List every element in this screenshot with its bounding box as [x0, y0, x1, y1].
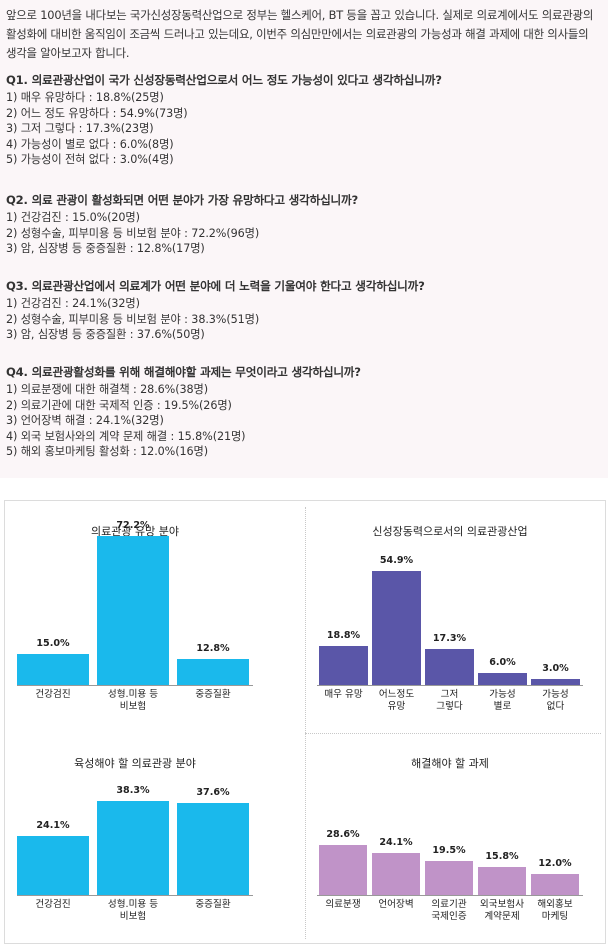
answer-item: 2) 성형수술, 피부미용 등 비보험 분야 : 38.3%(51명)	[6, 312, 260, 326]
answer-item: 5) 가능성이 전혀 없다 : 3.0%(4명)	[6, 153, 174, 167]
chart-bar	[478, 867, 526, 895]
bar-value-label: 15.0%	[36, 637, 70, 649]
chart-bar	[319, 844, 367, 895]
answer-item: 1) 의료분쟁에 대한 해결책 : 28.6%(38명)	[6, 383, 208, 396]
bar-category-label: 의료기관 국제인증	[431, 899, 467, 922]
bar-category-label: 건강검진	[35, 689, 71, 700]
bar-category-label: 언어장벽	[378, 899, 414, 910]
bar-category-label: 건강검진	[35, 899, 71, 910]
chart-medical-tourism-promising-fields: 의료관광 유망 분야 15.0% 건강검진 72.2% 성형.미용 등 비보험 12.8%…	[17, 513, 253, 727]
survey-text-section: 앞으로 100년을 내다보는 국가신성장동력산업으로 정부는 헬스케어, BT …	[6, 8, 602, 460]
answer-item: 3) 암, 심장병 등 중증질환 : 12.8%(17명)	[6, 242, 205, 256]
chart-fields-to-nurture: 육성해야 할 의료관광 분야 24.1% 건강검진 38.3% 성형.미용 등 비보험 3…	[17, 751, 253, 937]
question-block-1: Q1. 의료관광산업이 국가 신성장동력산업으로서 어느 정도 가능성이 있다고…	[6, 70, 602, 168]
bar-value-label: 12.8%	[196, 642, 230, 654]
chart-bar	[97, 535, 169, 685]
vertical-divider	[305, 507, 306, 939]
bar-category-label: 의료분쟁	[325, 899, 361, 910]
question-title: Q1. 의료관광산업이 국가 신성장동력산업으로서 어느 정도 가능성이 있다고…	[6, 73, 442, 87]
chart-bar	[372, 571, 421, 685]
question-block-3: Q3. 의료관광산업에서 의료계가 어떤 분야에 더 노력을 기울여야 한다고 …	[6, 276, 602, 343]
chart-new-growth-engine: 신성장동력으로서의 의료관광산업 18.8% 매우 유망 54.9% 어느정도 유망 17…	[317, 513, 583, 727]
question-block-4: Q4. 의료관광활성화를 위해 해결해야할 과제는 무엇이라고 생각하십니까? …	[6, 362, 602, 460]
chart-title: 육성해야 할 의료관광 분야	[74, 757, 196, 770]
answer-item: 4) 외국 보험사와의 계약 문제 해결 : 15.8%(21명)	[6, 429, 246, 443]
bar-category-label: 중증질환	[195, 689, 231, 700]
bar-value-label: 15.8%	[485, 851, 519, 863]
bar-value-label: 19.5%	[432, 844, 466, 856]
answer-item: 3) 그저 그렇다 : 17.3%(23명)	[6, 122, 154, 136]
bar-value-label: 6.0%	[489, 656, 516, 668]
horizontal-divider	[305, 733, 601, 734]
chart-bar	[17, 653, 89, 685]
question-block-2: Q2. 의료 관광이 활성화되면 어떤 분야가 가장 유망하다고 생각하십니까?…	[6, 190, 602, 257]
bar-category-label: 성형.미용 등 비보험	[107, 689, 159, 712]
bar-category-label: 매우 유망	[324, 689, 363, 700]
chart-bar	[319, 646, 368, 685]
bar-value-label: 28.6%	[326, 828, 360, 840]
answer-item: 5) 해외 홍보마케팅 활성화 : 12.0%(16명)	[6, 445, 208, 459]
chart-baseline	[17, 685, 253, 686]
chart-tasks-to-solve: 해결해야 할 과제 28.6% 의료분쟁 24.1% 언어장벽 19.5% 의료기관 국제인…	[317, 751, 583, 937]
bar-category-label: 그저 그렇다	[436, 689, 463, 712]
question-title: Q4. 의료관광활성화를 위해 해결해야할 과제는 무엇이라고 생각하십니까?	[6, 365, 361, 379]
chart-baseline	[317, 685, 583, 686]
bar-value-label: 37.6%	[196, 786, 230, 798]
chart-bar	[177, 658, 249, 685]
answer-item: 2) 어느 정도 유망하다 : 54.9%(73명)	[6, 106, 188, 120]
bar-category-label: 성형.미용 등 비보험	[107, 899, 159, 922]
chart-bar	[531, 874, 579, 895]
chart-bar	[97, 801, 169, 895]
chart-bar	[425, 860, 473, 895]
answer-item: 1) 건강검진 : 15.0%(20명)	[6, 211, 140, 224]
bar-value-label: 54.9%	[379, 555, 414, 567]
chart-bar	[17, 835, 89, 895]
answer-item: 1) 매우 유망하다 : 18.8%(25명)	[6, 91, 164, 104]
chart-title: 의료관광 유망 분야	[91, 525, 179, 538]
chart-baseline	[17, 895, 253, 896]
answer-item: 2) 의료기관에 대한 국제적 인증 : 19.5%(26명)	[6, 398, 232, 412]
chart-baseline	[317, 895, 583, 896]
charts-section: 의료관광 유망 분야 15.0% 건강검진 72.2% 성형.미용 등 비보험 12.8%…	[4, 500, 606, 944]
bar-value-label: 12.0%	[538, 858, 572, 869]
chart-title: 신성장동력으로서의 의료관광산업	[372, 525, 528, 538]
answer-item: 4) 가능성이 별로 없다 : 6.0%(8명)	[6, 137, 174, 151]
bar-category-label: 해외홍보 마케팅	[537, 899, 573, 922]
chart-bar	[531, 678, 580, 685]
chart-title: 해결해야 할 과제	[411, 757, 489, 770]
bar-value-label: 24.1%	[36, 819, 70, 831]
chart-bar	[177, 802, 249, 895]
bar-value-label: 17.3%	[432, 633, 467, 645]
bar-value-label: 18.8%	[326, 630, 361, 642]
question-title: Q3. 의료관광산업에서 의료계가 어떤 분야에 더 노력을 기울여야 한다고 …	[6, 279, 425, 293]
chart-bar	[372, 852, 420, 895]
bar-category-label: 가능성 별로	[489, 689, 516, 712]
answer-item: 3) 언어장벽 해결 : 24.1%(32명)	[6, 414, 164, 428]
answer-item: 3) 암, 심장병 등 중증질환 : 37.6%(50명)	[6, 328, 205, 342]
question-title: Q2. 의료 관광이 활성화되면 어떤 분야가 가장 유망하다고 생각하십니까?	[6, 193, 358, 207]
bar-value-label: 38.3%	[116, 785, 150, 797]
survey-intro: 앞으로 100년을 내다보는 국가신성장동력산업으로 정부는 헬스케어, BT …	[6, 8, 594, 60]
bar-category-label: 어느정도 유망	[378, 689, 415, 712]
bar-category-label: 외국보험사 계약문제	[479, 899, 525, 922]
chart-bar	[425, 649, 474, 685]
bar-value-label: 72.2%	[116, 519, 150, 531]
bar-category-label: 중증질환	[195, 899, 231, 910]
bar-category-label: 가능성 없다	[542, 689, 569, 712]
chart-bar	[478, 672, 527, 685]
answer-item: 1) 건강검진 : 24.1%(32명)	[6, 297, 140, 310]
bar-value-label: 3.0%	[542, 662, 569, 674]
answer-item: 2) 성형수술, 피부미용 등 비보험 분야 : 72.2%(96명)	[6, 226, 260, 240]
bar-value-label: 24.1%	[379, 836, 413, 848]
